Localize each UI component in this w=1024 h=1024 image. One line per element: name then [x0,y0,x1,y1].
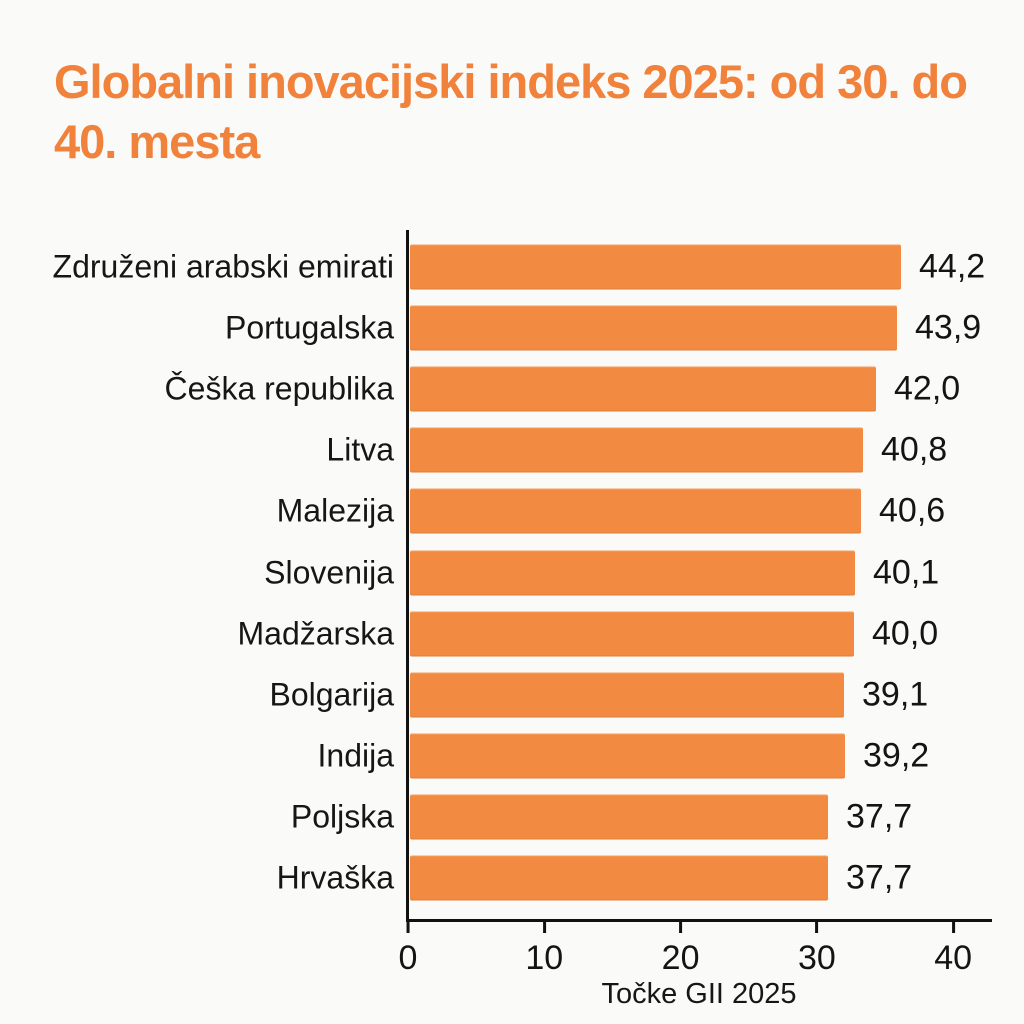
tick-mark [815,922,819,933]
category-label: Združeni arabski emirati [52,248,394,285]
value-label: 40,0 [872,614,939,653]
bar [410,611,854,657]
category-label: Indija [317,737,395,774]
category-label: Malezija [276,492,394,529]
category-label: Češka republika [164,370,394,407]
bar [410,488,861,534]
bar [410,305,897,351]
value-label: 44,2 [919,247,986,286]
bar [410,733,845,779]
tick-mark [679,922,683,933]
value-label: 37,7 [846,797,913,836]
bar [410,672,844,718]
bar-row: Indija 39,2 [0,725,1024,787]
category-label: Litva [326,431,394,468]
bar [410,427,863,473]
category-label: Bolgarija [269,676,394,713]
y-axis-line [406,230,409,922]
x-axis-line [406,919,992,922]
value-label: 43,9 [915,308,982,347]
value-label: 39,2 [863,736,930,775]
bar-row: Hrvaška 37,7 [0,847,1024,909]
x-tick-label: 30 [797,939,836,977]
bar-row: Madžarska 40,0 [0,603,1024,665]
x-tick: 20 [662,922,700,978]
bar [410,855,828,901]
value-label: 39,1 [862,675,929,714]
tick-mark [542,922,546,933]
value-label: 40,8 [881,430,948,469]
x-tick-label: 20 [661,939,700,977]
value-label: 37,7 [846,858,913,897]
bar [410,244,901,290]
bar [410,366,876,412]
bar-row: Češka republika 42,0 [0,358,1024,420]
bar-row: Portugalska 43,9 [0,297,1024,359]
category-label: Slovenija [264,554,394,590]
bar-row: Združeni arabski emirati 44,2 [0,236,1024,298]
category-label: Portugalska [225,309,394,346]
x-tick: 0 [398,922,418,978]
bar-row: Bolgarija 39,1 [0,664,1024,726]
x-tick: 40 [934,922,972,978]
x-tick-label: 40 [934,939,973,977]
tick-mark [951,922,955,933]
chart-title: Globalni inovacijski indeks 2025: od 30.… [54,55,968,168]
x-tick-label: 10 [525,939,564,977]
value-label: 40,6 [879,491,946,530]
bar-row: Poljska 37,7 [0,786,1024,848]
tick-mark [406,922,410,933]
x-tick-label: 0 [398,939,418,977]
x-tick: 30 [798,922,836,978]
bar-row: Slovenija 40,1 [0,542,1024,604]
bar-row: Malezija 40,6 [0,480,1024,542]
category-label: Madžarska [237,615,395,652]
category-label: Hrvaška [276,859,394,896]
value-label: 42,0 [894,369,961,408]
bar [410,794,828,840]
value-label: 40,1 [873,553,940,591]
bar [410,550,855,595]
bar-row: Litva 40,8 [0,419,1024,481]
x-axis-label: Točke GII 2025 [601,978,797,1010]
x-tick: 10 [525,922,563,978]
category-label: Poljska [290,798,394,835]
